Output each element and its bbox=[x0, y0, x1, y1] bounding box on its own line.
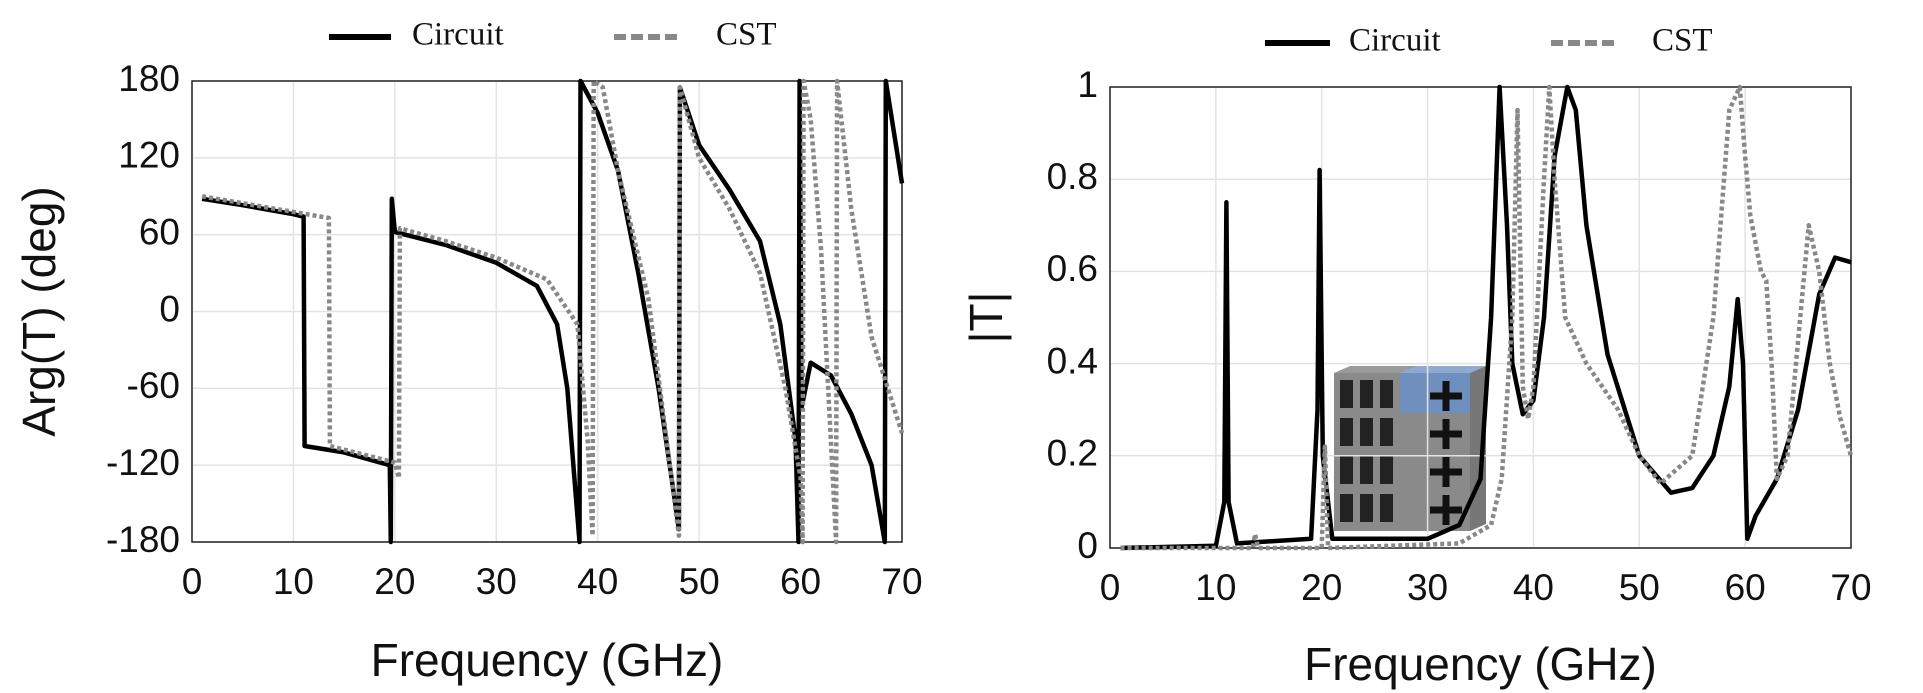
x-tick-label: 0 bbox=[1100, 567, 1121, 608]
y-tick-label: 60 bbox=[139, 211, 180, 252]
x-tick-label: 20 bbox=[374, 561, 415, 602]
series-line bbox=[201, 78, 905, 545]
y-tick-label: -120 bbox=[106, 442, 180, 483]
x-tick-label: 40 bbox=[1513, 567, 1554, 608]
y-tick-label: 0 bbox=[159, 288, 180, 329]
x-tick-label: 70 bbox=[881, 561, 922, 602]
x-tick-label: 30 bbox=[476, 561, 517, 602]
unit-cell-inset bbox=[1334, 366, 1486, 531]
series-line bbox=[1120, 84, 1852, 551]
x-tick-label: 60 bbox=[1725, 567, 1766, 608]
legend-label: Circuit bbox=[1349, 23, 1441, 59]
x-tick-label: 10 bbox=[1195, 567, 1236, 608]
y-tick-label: 180 bbox=[118, 58, 180, 99]
x-axis-title: Frequency (GHz) bbox=[1304, 638, 1657, 690]
series-line bbox=[1120, 84, 1854, 551]
legend-label: CST bbox=[716, 17, 777, 53]
x-tick-label: 60 bbox=[780, 561, 821, 602]
legend-label: CST bbox=[1652, 23, 1713, 59]
y-tick-label: 120 bbox=[118, 135, 180, 176]
y-tick-label: 1 bbox=[1077, 64, 1098, 105]
x-tick-label: 0 bbox=[182, 561, 203, 602]
y-tick-label: 0.8 bbox=[1047, 156, 1098, 197]
y-tick-label: 0.4 bbox=[1047, 340, 1098, 381]
plot-frame bbox=[1109, 86, 1852, 549]
x-tick-label: 30 bbox=[1407, 567, 1448, 608]
y-axis-title: Arg(T) (deg) bbox=[13, 186, 65, 436]
x-tick-label: 20 bbox=[1301, 567, 1342, 608]
y-tick-label: -180 bbox=[106, 519, 180, 560]
y-tick-label: -60 bbox=[127, 365, 180, 406]
x-axis-title: Frequency (GHz) bbox=[371, 634, 724, 686]
x-tick-label: 70 bbox=[1830, 567, 1871, 608]
series-line bbox=[201, 78, 905, 545]
y-axis-title: |T| bbox=[960, 292, 1012, 344]
x-tick-label: 10 bbox=[273, 561, 314, 602]
y-tick-label: 0.2 bbox=[1047, 433, 1098, 474]
y-tick-label: 0.6 bbox=[1047, 248, 1098, 289]
x-tick-label: 50 bbox=[1619, 567, 1660, 608]
x-tick-label: 40 bbox=[577, 561, 618, 602]
y-tick-label: 0 bbox=[1077, 525, 1098, 566]
plot-frame bbox=[191, 80, 903, 543]
x-tick-label: 50 bbox=[679, 561, 720, 602]
legend-label: Circuit bbox=[412, 17, 504, 53]
